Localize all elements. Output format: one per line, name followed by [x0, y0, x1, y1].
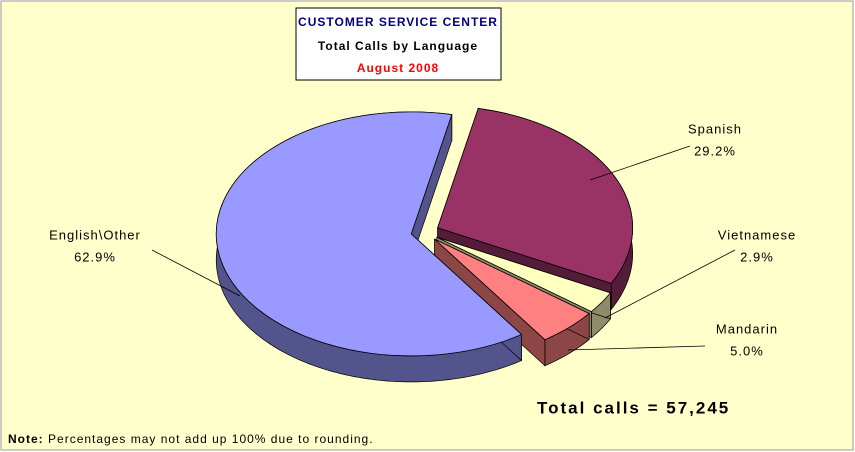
chart-period: August 2008: [357, 61, 439, 75]
slice-value-label: 62.9%: [74, 249, 116, 264]
slice-value-label: 29.2%: [694, 143, 736, 158]
leader-line: [604, 249, 736, 319]
title-box: [295, 7, 502, 81]
slice-label: Spanish: [688, 121, 742, 136]
leader-line: [151, 249, 241, 297]
note-label: Note:: [8, 432, 44, 446]
slice-value-label: 2.9%: [740, 249, 774, 264]
leader-line: [589, 145, 691, 181]
note-text: Percentages may not add up 100% due to r…: [48, 432, 374, 446]
slice-label: English\Other: [49, 227, 141, 242]
slice-value-label: 5.0%: [730, 343, 764, 358]
chart-subtitle: Total Calls by Language: [318, 39, 478, 53]
slice: [436, 236, 612, 313]
leader-line: [567, 345, 706, 351]
note: Note: Percentages may not add up 100% du…: [8, 432, 374, 446]
slice: [434, 238, 590, 341]
total-annotation: Total calls = 57,245: [537, 398, 730, 417]
chart-title: CUSTOMER SERVICE CENTER: [298, 15, 498, 29]
slice-label: Vietnamese: [718, 227, 796, 242]
slice-label: Mandarin: [716, 321, 778, 336]
slice: [215, 111, 523, 357]
pie: [215, 108, 634, 383]
slice: [437, 108, 634, 284]
